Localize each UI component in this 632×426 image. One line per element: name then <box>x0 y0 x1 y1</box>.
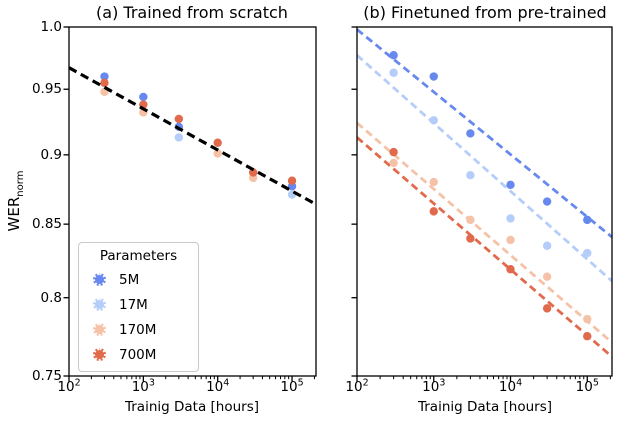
x-tick-label: 104 <box>498 377 523 395</box>
data-point-170M <box>542 272 552 281</box>
data-point-5M <box>542 197 552 206</box>
legend-item-label: 700M <box>119 346 157 363</box>
data-point-17M <box>466 171 475 180</box>
data-point-700M <box>174 114 184 124</box>
fit-line-170M-fit <box>357 121 612 344</box>
y-axis-label-subscript: norm <box>15 170 26 197</box>
data-point-170M <box>506 235 515 245</box>
fit-line-5M-fit <box>357 28 612 239</box>
legend-item-700M: 700M <box>79 342 198 367</box>
plot-b-title: (b) Finetuned from pre-trained <box>363 3 607 22</box>
y-axis-label: WERnorm <box>5 101 26 301</box>
data-point-5M <box>506 180 515 190</box>
data-point-700M <box>100 78 109 88</box>
legend-title: Parameters <box>99 248 178 264</box>
fit-line-700M-fit <box>357 136 612 358</box>
axes-spines <box>356 26 613 377</box>
legend-marker-icon <box>93 323 106 336</box>
x-tick-label: 103 <box>422 377 446 395</box>
plot-area <box>69 66 316 206</box>
data-point-170M <box>466 215 475 225</box>
data-point-700M <box>466 234 475 243</box>
data-point-17M <box>174 133 184 142</box>
data-point-170M <box>583 314 592 324</box>
legend: Parameters 5M 17M 170M 700M <box>78 242 199 372</box>
x-tick-label: 102 <box>345 377 369 395</box>
fit-line-17M-fit <box>357 54 612 283</box>
data-point-17M <box>542 241 552 250</box>
data-point-700M <box>506 265 515 274</box>
legend-item-label: 170M <box>119 321 157 338</box>
plot-a-x-axis-label: Trainig Data [hours] <box>124 399 260 415</box>
x-tick-label: 102 <box>57 377 81 395</box>
data-point-700M <box>213 138 222 147</box>
x-tick-label: 105 <box>575 377 599 395</box>
y-tick-label: 0.9 <box>40 146 62 163</box>
axes-spines <box>68 26 317 377</box>
legend-item-5M: 5M <box>79 267 198 292</box>
plot-area <box>357 28 612 358</box>
data-point-17M <box>389 68 398 77</box>
data-point-5M <box>389 51 398 60</box>
legend-item-label: 17M <box>119 296 148 313</box>
data-point-700M <box>583 332 592 341</box>
y-tick-label: 0.8 <box>40 289 62 306</box>
data-point-700M <box>389 147 398 157</box>
y-tick-label: 0.75 <box>31 368 62 384</box>
x-tick-label: 104 <box>206 377 230 395</box>
data-point-5M <box>139 92 148 102</box>
legend-marker-icon <box>93 348 106 361</box>
data-point-17M <box>583 248 592 258</box>
data-point-700M <box>429 207 438 216</box>
data-point-17M <box>506 214 515 223</box>
legend-items: 5M 17M 170M 700M <box>79 267 198 367</box>
data-point-17M <box>429 116 438 125</box>
legend-item-17M: 17M <box>79 292 198 317</box>
data-point-170M <box>213 149 222 158</box>
data-point-5M <box>583 215 592 225</box>
legend-marker-icon <box>93 273 106 286</box>
legend-marker-icon <box>93 298 106 311</box>
data-point-5M <box>429 72 438 81</box>
data-point-5M <box>466 129 475 138</box>
x-tick-label: 103 <box>131 377 155 395</box>
legend-item-label: 5M <box>119 271 140 288</box>
y-tick-label: 1.0 <box>40 19 62 35</box>
data-point-5M <box>100 72 109 81</box>
legend-item-170M: 170M <box>79 317 198 342</box>
data-point-170M <box>389 158 398 168</box>
y-tick-label: 0.85 <box>31 216 62 233</box>
y-tick-label: 0.95 <box>31 81 62 98</box>
data-point-700M <box>248 168 258 177</box>
data-point-700M <box>287 176 297 185</box>
data-point-700M <box>542 304 552 313</box>
plot-a-title: (a) Trained from scratch <box>96 3 288 22</box>
plot-b-x-axis-label: Trainig Data [hours] <box>417 399 553 415</box>
fit-line-scratch-fit <box>69 66 316 206</box>
data-point-170M <box>429 177 438 187</box>
x-tick-label: 105 <box>280 377 304 395</box>
